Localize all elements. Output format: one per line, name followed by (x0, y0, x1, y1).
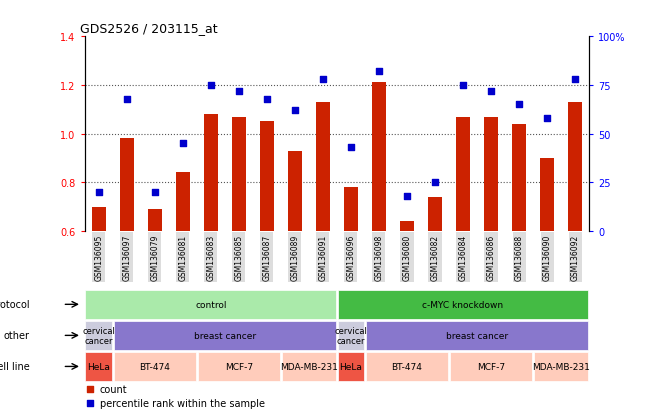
Text: protocol: protocol (0, 299, 29, 310)
Point (542, 115, 552, 122)
Bar (288, 151, 302, 231)
Bar (260, 122, 274, 231)
Bar (456, 117, 470, 231)
Bar (85, 321, 112, 350)
Text: count: count (100, 384, 128, 394)
Point (178, 141, 188, 147)
Point (374, 69, 384, 76)
Point (85, 385, 95, 392)
Bar (113, 352, 196, 381)
Bar (534, 352, 589, 381)
Text: percentile rank within the sample: percentile rank within the sample (100, 399, 265, 408)
Text: cervical
cancer: cervical cancer (82, 326, 115, 345)
Text: cell line: cell line (0, 361, 29, 372)
Point (206, 83, 216, 89)
Text: BT-474: BT-474 (391, 362, 422, 371)
Bar (338, 352, 364, 381)
Bar (282, 352, 336, 381)
Text: other: other (3, 330, 29, 341)
Bar (198, 352, 280, 381)
Bar (85, 352, 112, 381)
Bar (92, 207, 105, 231)
Bar (120, 139, 133, 231)
Bar (176, 173, 189, 231)
Point (234, 88, 244, 95)
Text: breast cancer: breast cancer (194, 331, 256, 340)
Point (290, 108, 300, 114)
Text: HeLa: HeLa (339, 362, 363, 371)
Point (458, 83, 468, 89)
Text: GDS2526 / 203115_at: GDS2526 / 203115_at (79, 21, 217, 35)
Point (150, 189, 160, 196)
Bar (338, 321, 364, 350)
Bar (450, 352, 533, 381)
Point (402, 193, 412, 199)
Bar (338, 290, 589, 319)
Bar (148, 209, 161, 231)
Text: BT-474: BT-474 (139, 362, 170, 371)
Text: HeLa: HeLa (87, 362, 110, 371)
Text: MDA-MB-231: MDA-MB-231 (280, 362, 338, 371)
Point (570, 76, 580, 83)
Text: breast cancer: breast cancer (446, 331, 508, 340)
Text: c-MYC knockdown: c-MYC knockdown (422, 300, 504, 309)
Bar (428, 197, 442, 231)
Point (318, 76, 328, 83)
Point (122, 96, 132, 102)
Text: MCF-7: MCF-7 (225, 362, 253, 371)
Point (94, 189, 104, 196)
Bar (85, 290, 336, 319)
Bar (366, 321, 589, 350)
Bar (540, 159, 554, 231)
Bar (366, 352, 448, 381)
Point (262, 96, 272, 102)
Point (346, 145, 356, 151)
Point (486, 88, 496, 95)
Text: cervical
cancer: cervical cancer (335, 326, 367, 345)
Bar (400, 221, 414, 231)
Point (514, 102, 524, 109)
Point (85, 400, 95, 407)
Bar (113, 321, 336, 350)
Bar (512, 125, 526, 231)
Text: MCF-7: MCF-7 (477, 362, 505, 371)
Text: MDA-MB-231: MDA-MB-231 (532, 362, 590, 371)
Bar (484, 117, 498, 231)
Bar (204, 115, 218, 231)
Bar (232, 117, 246, 231)
Bar (568, 103, 582, 231)
Point (430, 180, 440, 186)
Bar (372, 83, 386, 231)
Bar (316, 103, 330, 231)
Text: control: control (195, 300, 227, 309)
Bar (344, 188, 358, 231)
